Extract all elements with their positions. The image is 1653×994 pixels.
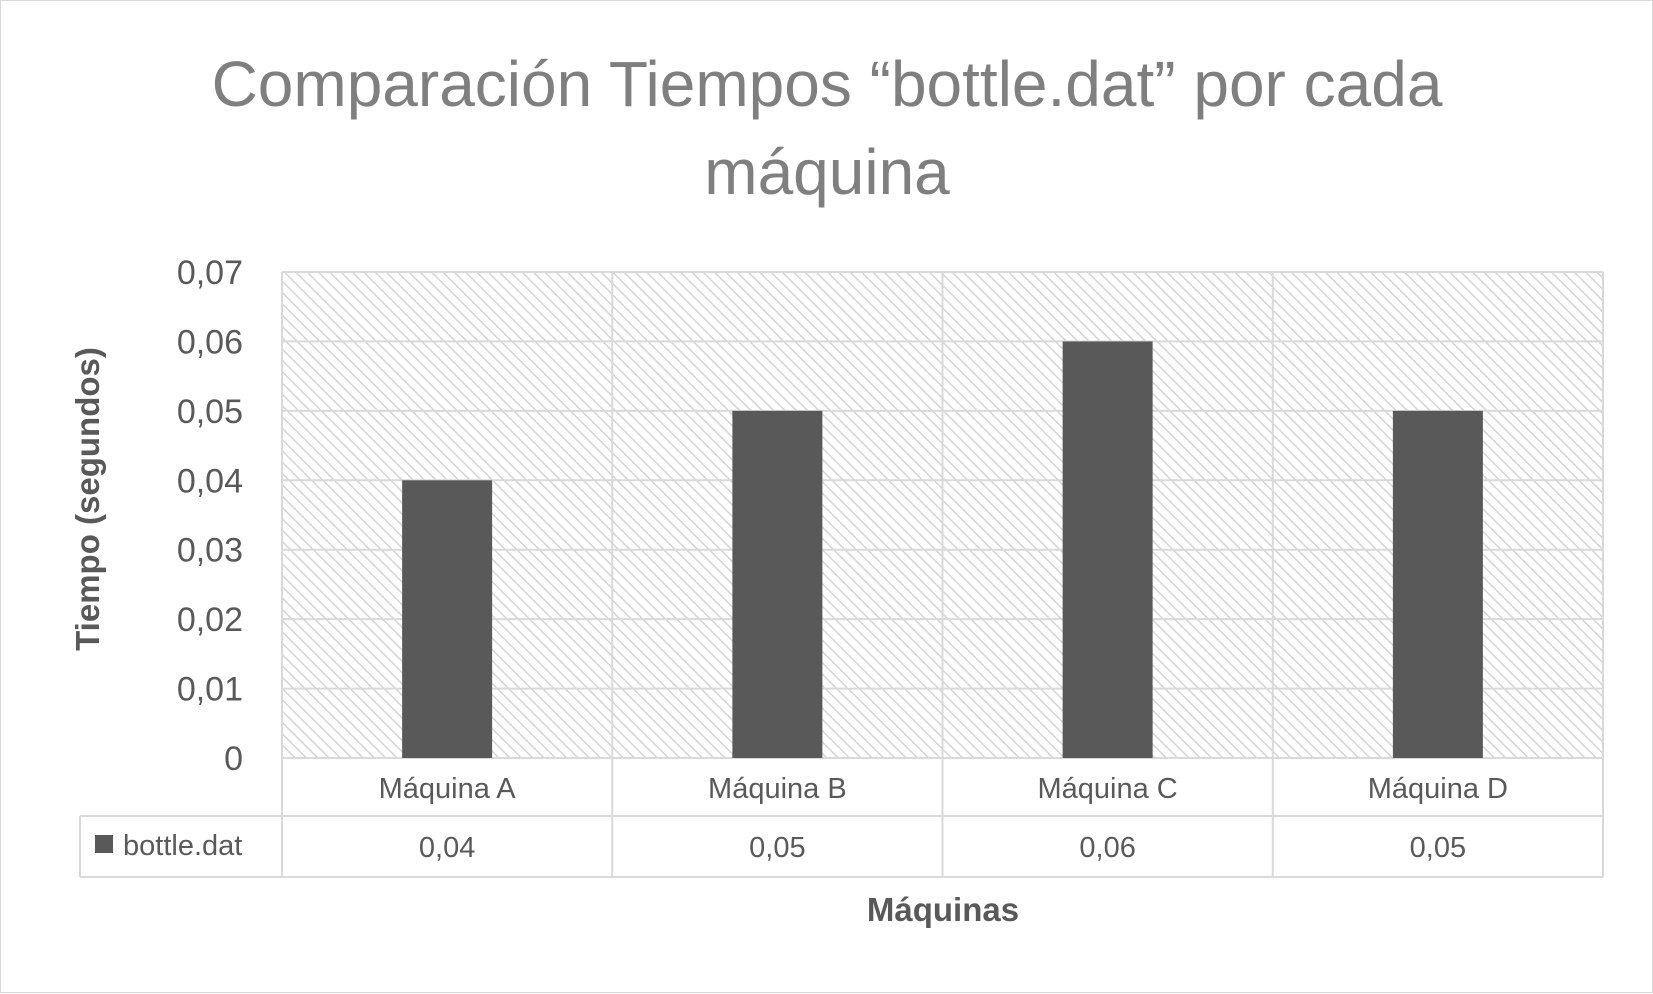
y-tick-label-0: 0 xyxy=(224,740,243,778)
bars xyxy=(402,341,1483,758)
data-label-1: 0,05 xyxy=(749,832,805,864)
bar-1 xyxy=(732,410,823,758)
legend-swatch xyxy=(95,835,113,853)
y-tick-label-3: 0,03 xyxy=(177,532,243,570)
y-tick-label-1: 0,01 xyxy=(177,671,243,709)
y-tick-label-7: 0,07 xyxy=(177,254,243,292)
chart-title-line-2: máquina xyxy=(704,136,950,208)
data-label-2: 0,06 xyxy=(1079,832,1135,864)
bar-2 xyxy=(1062,341,1153,758)
data-label-0: 0,04 xyxy=(419,832,475,864)
y-tick-label-6: 0,06 xyxy=(177,323,243,361)
category-labels: Máquina A Máquina B Máquina C Máquina D xyxy=(379,773,1508,805)
category-label-3: Máquina D xyxy=(1368,773,1508,805)
data-label-3: 0,05 xyxy=(1410,832,1466,864)
data-table-values: 0,04 0,05 0,06 0,05 xyxy=(419,832,1466,864)
category-label-0: Máquina A xyxy=(379,773,517,805)
gridlines xyxy=(281,271,1604,759)
category-label-2: Máquina C xyxy=(1038,773,1178,805)
x-axis-title: Máquinas xyxy=(867,891,1019,928)
y-tick-label-2: 0,02 xyxy=(177,601,243,639)
category-label-1: Máquina B xyxy=(708,773,847,805)
y-tick-label-5: 0,05 xyxy=(177,393,243,431)
bar-0 xyxy=(402,480,493,758)
bar-3 xyxy=(1392,410,1483,758)
legend-series-name: bottle.dat xyxy=(123,830,242,862)
data-table-grid xyxy=(79,758,1604,878)
chart-title-line-1: Comparación Tiempos “bottle.dat” por cad… xyxy=(212,48,1443,120)
y-tick-label-4: 0,04 xyxy=(177,462,243,500)
y-axis-title: Tiempo (segundos) xyxy=(69,347,106,651)
y-axis-tick-labels: 0 0,01 0,02 0,03 0,04 0,05 0,06 0,07 xyxy=(177,254,243,778)
